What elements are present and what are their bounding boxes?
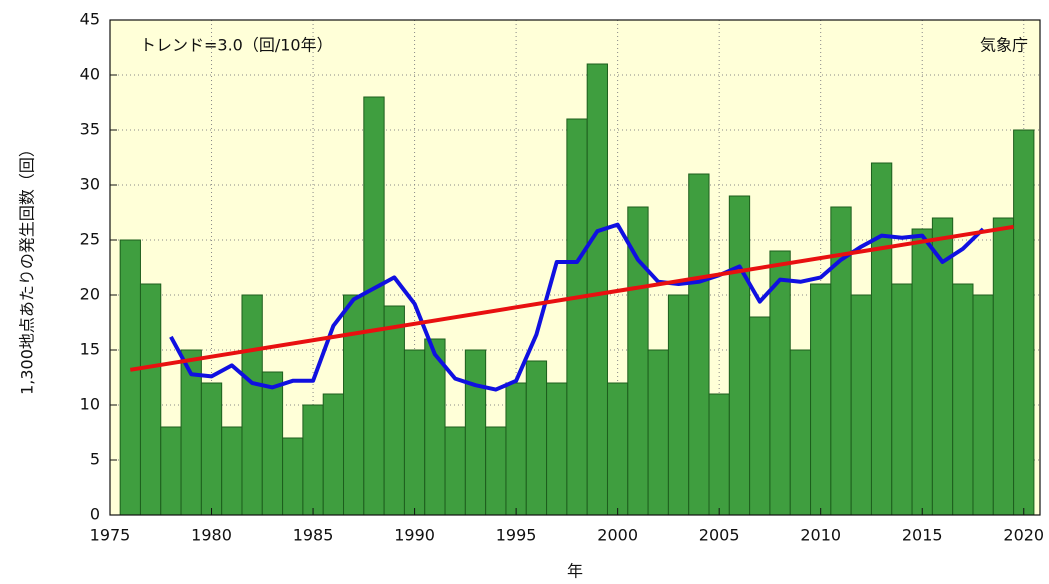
y-tick-label: 35 [80,120,100,139]
bar [160,426,182,516]
y-axis-label: 1,300地点あたりの発生回数（回） [18,141,37,395]
x-tick-label: 2000 [597,526,638,545]
bar [952,283,974,516]
bar [850,294,872,516]
source-annotation: 気象庁 [980,36,1028,55]
bar [139,283,162,516]
bar [302,404,324,516]
bar [464,349,487,516]
bar [322,393,345,516]
bar [444,426,466,516]
bar [200,382,223,516]
y-tick-label: 25 [80,230,100,249]
x-tick-label: 1990 [394,526,435,545]
y-tick-label: 0 [90,505,100,524]
bar [810,283,832,516]
bar [221,426,243,516]
x-tick-label: 1995 [496,526,537,545]
bar [403,349,426,516]
bar [525,360,548,516]
x-tick-label: 2010 [800,526,841,545]
bar [282,437,304,516]
trend-annotation: トレンド=3.0（回/10年） [140,36,333,55]
x-tick-label: 1975 [90,526,131,545]
y-tick-label: 30 [80,175,100,194]
bar [505,382,527,516]
x-tick-label: 2005 [699,526,740,545]
x-tick-label: 2020 [1003,526,1044,545]
bar [708,393,730,516]
x-tick-label: 1980 [191,526,232,545]
bar [343,294,365,516]
x-tick-label: 2015 [902,526,943,545]
y-tick-label: 5 [90,450,100,469]
bar [586,63,608,516]
bar [627,206,649,516]
y-tick-label: 45 [80,10,100,29]
bar [261,371,284,516]
bar [383,305,405,516]
y-tick-label: 40 [80,65,100,84]
bar [1013,129,1035,516]
bar [891,283,913,516]
bar [972,294,994,516]
bar [688,173,710,516]
y-tick-label: 20 [80,285,100,304]
x-tick-label: 1985 [293,526,334,545]
x-axis-label: 年 [567,562,583,581]
bar [606,382,629,516]
y-tick-label: 15 [80,340,100,359]
bar [769,250,791,516]
bar [546,382,568,516]
bar [647,349,669,516]
bar [749,316,771,516]
trend-line [129,224,1014,372]
bar [667,294,690,516]
bar [241,294,263,516]
bar [363,96,385,516]
plot-frame [109,19,1041,516]
bar [789,349,812,516]
bar [485,426,507,516]
bar [870,162,893,516]
bar [119,239,141,516]
y-tick-label: 10 [80,395,100,414]
bar [566,118,588,516]
plot-layer [109,19,1040,516]
bar [911,228,933,516]
bar [992,217,1015,516]
bar [728,195,751,516]
